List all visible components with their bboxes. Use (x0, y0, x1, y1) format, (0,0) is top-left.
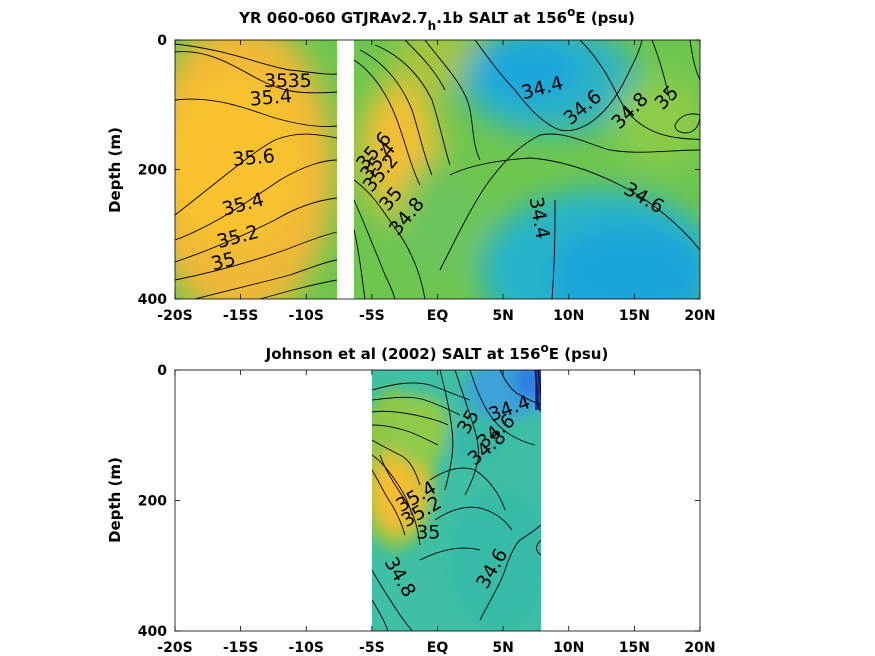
top-title-part-2: .1b SALT at 156 (436, 9, 567, 27)
x-tick-label: EQ (427, 640, 449, 656)
contour-label: 35.4 (249, 85, 293, 111)
top-y-axis: 0 200 400 (138, 33, 700, 308)
top-title-part-3: E (psu) (575, 9, 635, 27)
bottom-x-axis: -20S -15S -10S -5S EQ 5N 10N 15N 20N (157, 370, 716, 656)
bottom-title-part-1: Johnson et al (2002) SALT at 156 (265, 345, 541, 363)
top-panel-title: YR 060-060 GTJRAv2.7h.1b SALT at 156oE (… (238, 5, 635, 33)
x-tick-label: -15S (223, 308, 258, 324)
x-tick-label: -20S (157, 640, 192, 656)
bottom-panel: Johnson et al (2002) SALT at 156oE (psu) (106, 341, 716, 656)
y-tick-label: 0 (157, 33, 167, 49)
top-x-axis: -20S -15S -10S -5S EQ 5N 10N 15N 20N (157, 40, 716, 324)
x-tick-label: -5S (359, 308, 385, 324)
x-tick-label: 15N (619, 308, 650, 324)
y-tick-label: 400 (138, 292, 167, 308)
bottom-panel-title: Johnson et al (2002) SALT at 156oE (psu) (265, 341, 609, 363)
x-tick-label: -10S (289, 640, 324, 656)
top-salinity-field (175, 40, 700, 299)
x-tick-label: -10S (289, 308, 324, 324)
x-tick-label: 20N (684, 308, 715, 324)
contour-label: 35.6 (232, 145, 276, 171)
bottom-salinity-field (372, 370, 541, 631)
contour-label: 35 (416, 522, 440, 544)
x-tick-label: 15N (619, 640, 650, 656)
x-tick-label: -20S (157, 308, 192, 324)
x-tick-label: 10N (553, 308, 584, 324)
x-tick-label: -15S (223, 640, 258, 656)
bottom-title-part-2: E (psu) (549, 345, 609, 363)
top-y-axis-label: Depth (m) (106, 127, 124, 213)
y-tick-label: 200 (138, 163, 167, 179)
y-tick-label: 400 (138, 624, 167, 640)
bottom-y-axis: 0 200 400 (138, 363, 700, 640)
x-tick-label: EQ (427, 308, 449, 324)
y-tick-label: 0 (157, 363, 167, 379)
y-tick-label: 200 (138, 494, 167, 510)
top-title-subscript: h (428, 19, 437, 33)
top-contour-lines (175, 40, 700, 299)
contour-label: 35 (264, 70, 288, 92)
top-panel: YR 060-060 GTJRAv2.7h.1b SALT at 156oE (… (106, 5, 716, 324)
x-tick-label: 5N (492, 308, 513, 324)
x-tick-label: 5N (492, 640, 513, 656)
top-title-part-1: YR 060-060 GTJRAv2.7 (238, 9, 428, 27)
bottom-title-superscript: o (541, 341, 549, 355)
contour-label: 35 (288, 70, 312, 92)
bottom-y-axis-label: Depth (m) (106, 457, 124, 543)
x-tick-label: 10N (553, 640, 584, 656)
x-tick-label: -5S (359, 640, 385, 656)
top-title-superscript: o (567, 5, 575, 19)
x-tick-label: 20N (684, 640, 715, 656)
bottom-contour-lines (372, 370, 541, 631)
